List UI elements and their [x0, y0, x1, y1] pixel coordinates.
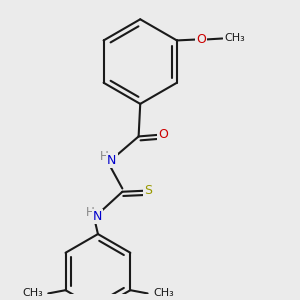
Text: H: H — [100, 150, 109, 164]
Text: CH₃: CH₃ — [153, 288, 174, 298]
Text: CH₃: CH₃ — [22, 288, 43, 298]
Text: N: N — [107, 154, 117, 167]
Text: S: S — [144, 184, 152, 197]
Text: CH₃: CH₃ — [224, 34, 245, 44]
Text: H: H — [85, 206, 94, 219]
Text: O: O — [196, 33, 206, 46]
Text: N: N — [93, 210, 102, 223]
Text: O: O — [158, 128, 168, 141]
